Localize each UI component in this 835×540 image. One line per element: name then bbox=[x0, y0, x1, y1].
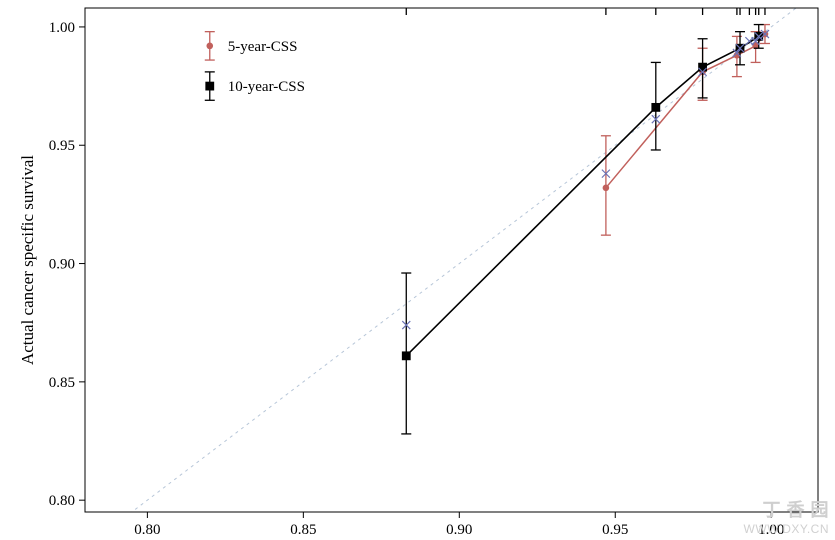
calibration-chart: 0.80 0.85 0.90 0.95 1.00 0.80 0.85 0.90 0.95 1.00… bbox=[0, 0, 835, 540]
x-tick-label: 0.95 bbox=[602, 522, 628, 538]
y-tick-label: 1.00 bbox=[49, 20, 75, 36]
x-tick-label: 0.80 bbox=[134, 522, 160, 538]
y-tick-label: 0.90 bbox=[49, 257, 75, 273]
x-tick-label: 0.90 bbox=[446, 522, 472, 538]
y-tick-label: 0.85 bbox=[49, 375, 75, 391]
x-tick-label: 1.00 bbox=[758, 522, 784, 538]
legend-label: 5-year-CSS bbox=[228, 39, 298, 55]
y-axis-label: Actual cancer specific survival bbox=[18, 155, 37, 365]
x-tick-label: 0.85 bbox=[290, 522, 316, 538]
y-tick-label: 0.95 bbox=[49, 138, 75, 154]
legend-label: 10-year-CSS bbox=[228, 79, 305, 95]
plot-background bbox=[85, 8, 818, 512]
y-tick-label: 0.80 bbox=[49, 493, 75, 509]
